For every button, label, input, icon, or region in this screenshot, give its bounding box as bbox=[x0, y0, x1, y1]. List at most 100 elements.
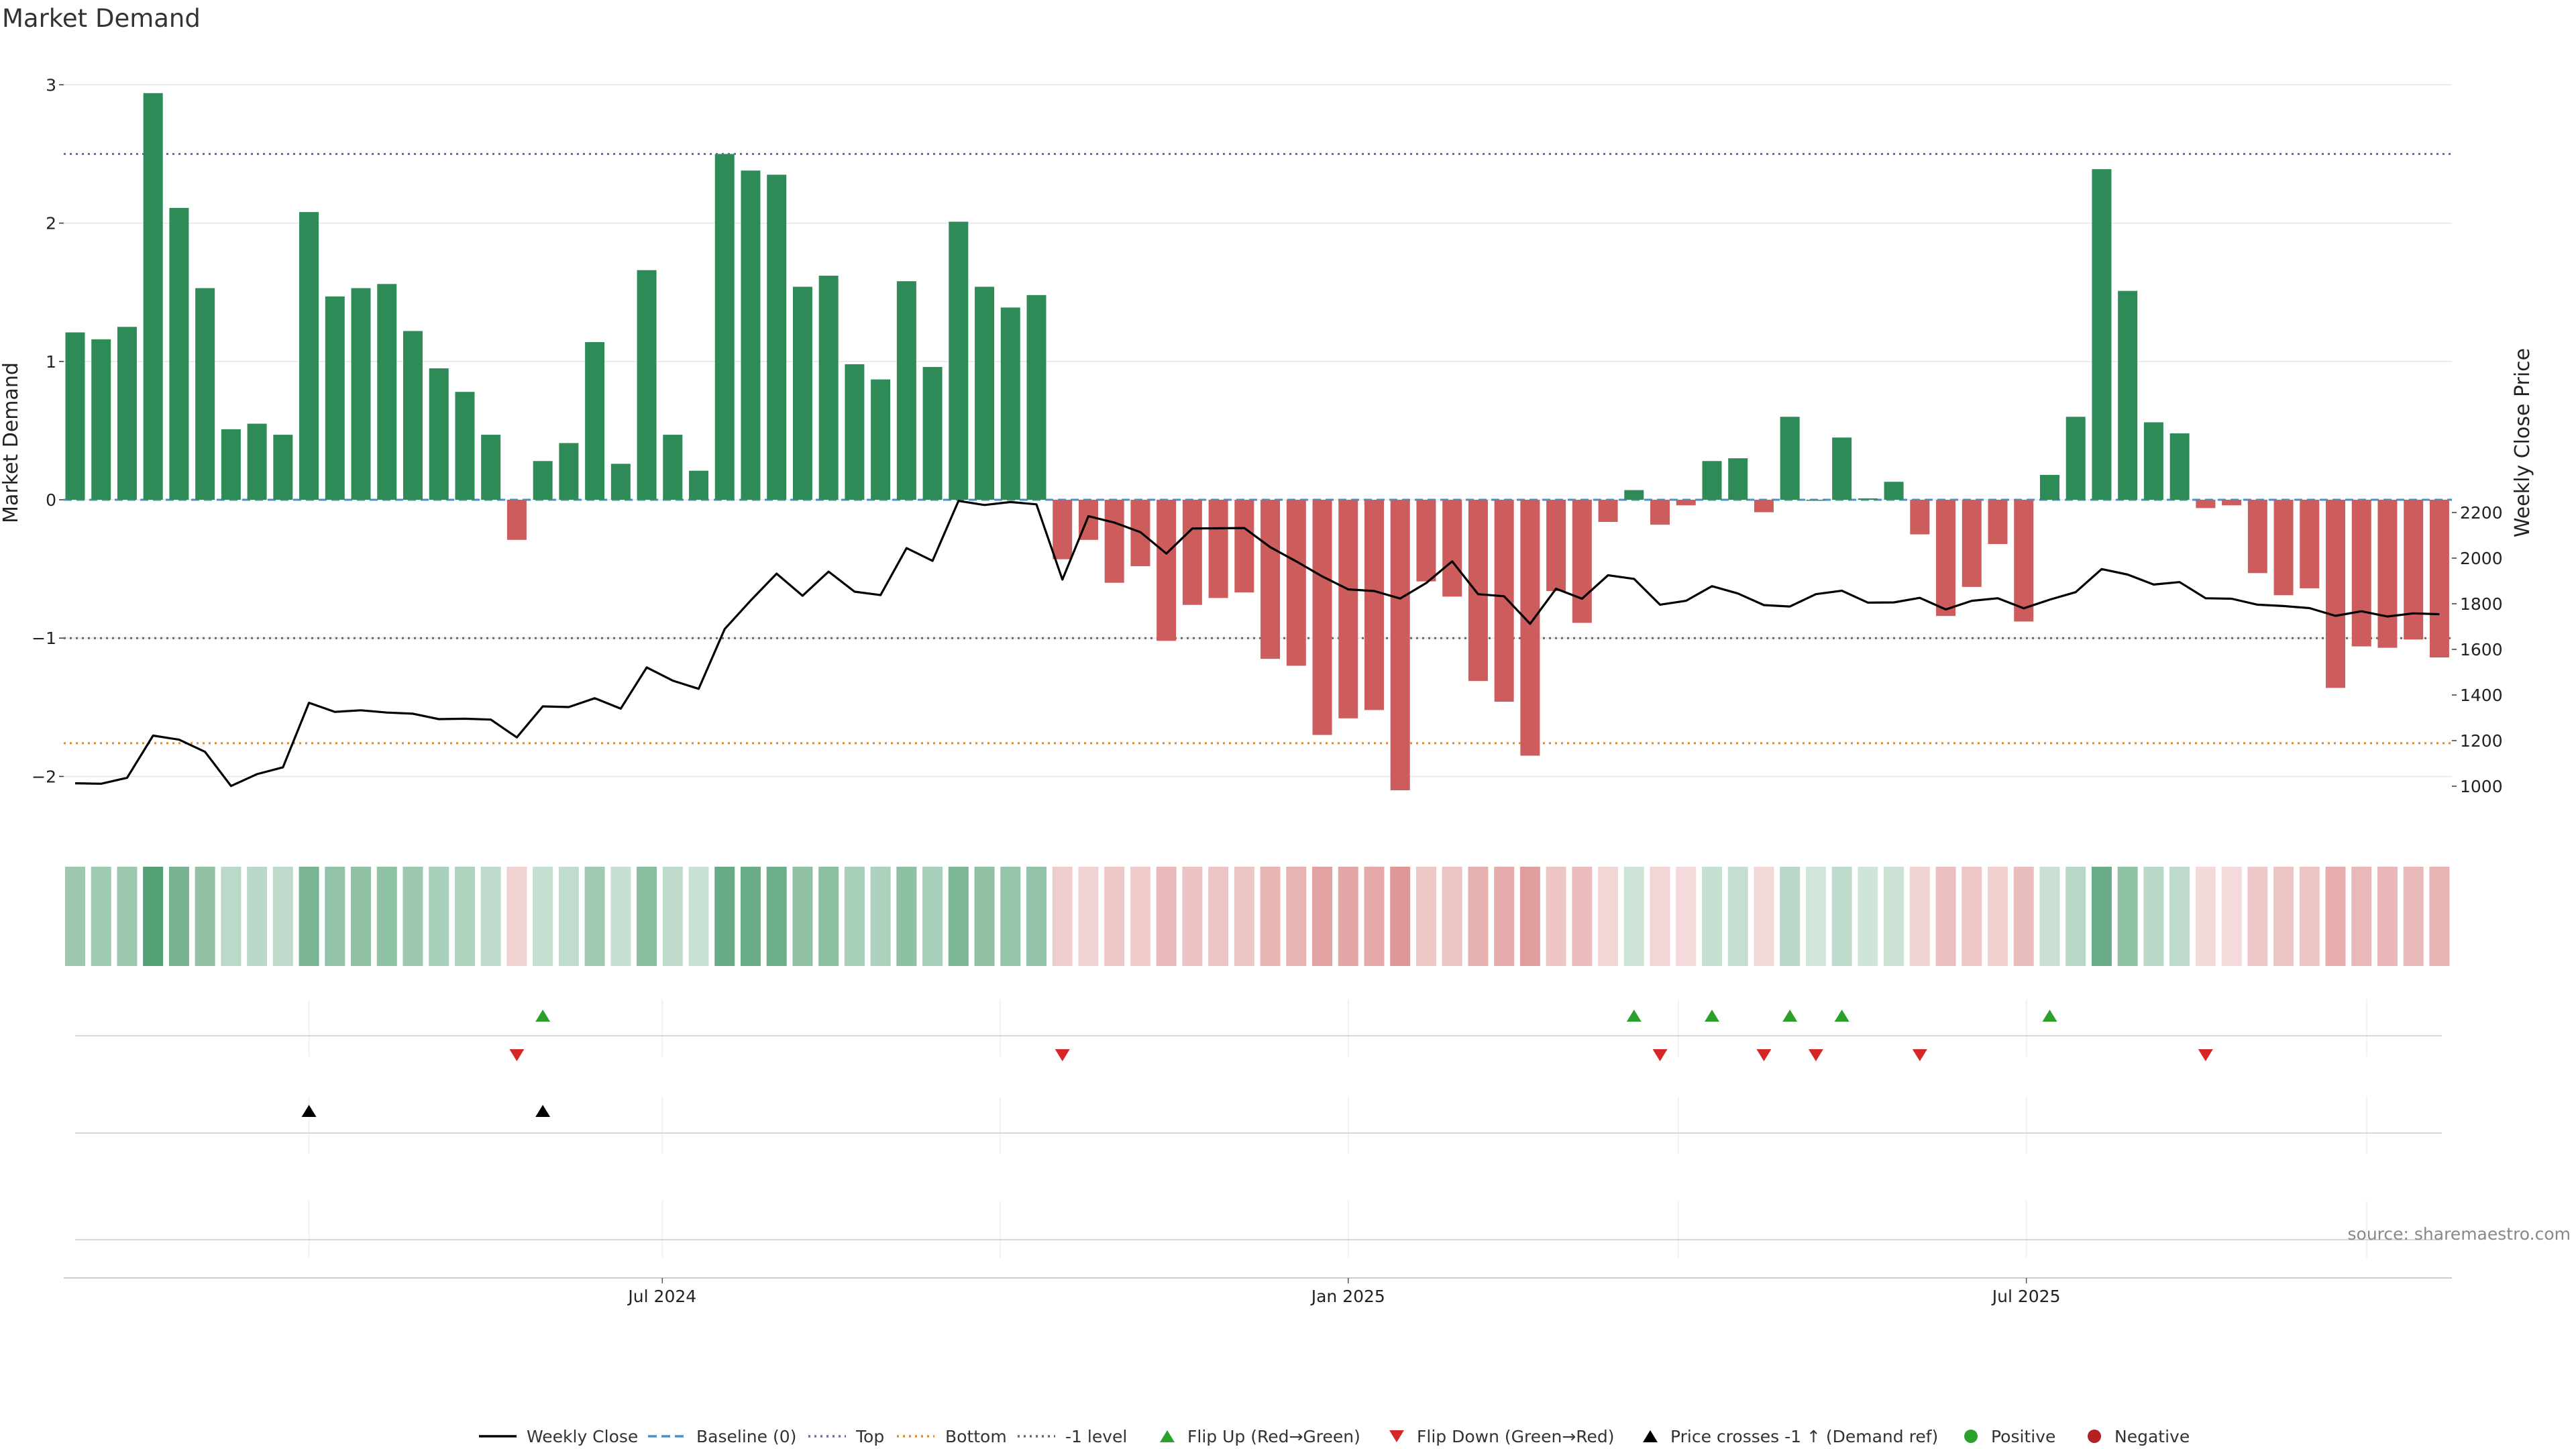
demand-bar bbox=[767, 174, 787, 500]
heat-cell bbox=[195, 867, 215, 966]
demand-bar bbox=[845, 364, 865, 500]
heat-cell bbox=[1415, 867, 1436, 966]
demand-bar bbox=[2429, 500, 2449, 658]
y-tick-label: −2 bbox=[32, 767, 56, 786]
demand-bar bbox=[1104, 500, 1124, 583]
heat-cell bbox=[922, 867, 943, 966]
demand-bar bbox=[2039, 474, 2059, 500]
heat-cell bbox=[1988, 867, 2008, 966]
legend-swatch bbox=[1643, 1430, 1658, 1442]
demand-bar bbox=[637, 270, 657, 500]
heat-cell bbox=[688, 867, 709, 966]
legend-label: Positive bbox=[1991, 1427, 2055, 1446]
flip-down-marker bbox=[1808, 1049, 1823, 1061]
demand-bar bbox=[143, 93, 163, 500]
heat-cell bbox=[272, 867, 293, 966]
heat-cell bbox=[480, 867, 501, 966]
heat-cell bbox=[1676, 867, 1697, 966]
heat-cell bbox=[637, 867, 657, 966]
heat-cell bbox=[402, 867, 423, 966]
heat-cell bbox=[351, 867, 372, 966]
demand-bar bbox=[1053, 500, 1073, 559]
heat-cell bbox=[1442, 867, 1462, 966]
heat-cell bbox=[1468, 867, 1489, 966]
y-tick-label: 1 bbox=[46, 352, 56, 372]
x-tick-label: Jul 2024 bbox=[627, 1287, 696, 1306]
heat-cell bbox=[1078, 867, 1099, 966]
demand-bar bbox=[325, 296, 345, 500]
demand-bar bbox=[429, 368, 449, 500]
heat-cell bbox=[1598, 867, 1619, 966]
heat-cell bbox=[2273, 867, 2294, 966]
demand-bar bbox=[1468, 500, 1488, 682]
demand-bar bbox=[1364, 500, 1384, 710]
demand-bar bbox=[1026, 294, 1046, 500]
demand-bar bbox=[1780, 417, 1800, 500]
demand-bar bbox=[2273, 500, 2294, 596]
heat-cell bbox=[221, 867, 241, 966]
heat-cell bbox=[1494, 867, 1515, 966]
y-axis-left: 3 2 1 0 −1 −2 bbox=[32, 75, 64, 786]
y2-tick-label: 1200 bbox=[2460, 731, 2503, 751]
heat-cell bbox=[2429, 867, 2450, 966]
heat-cell bbox=[1338, 867, 1358, 966]
heat-cell bbox=[1208, 867, 1229, 966]
legend-label: Bottom bbox=[945, 1427, 1007, 1446]
heat-cell bbox=[1805, 867, 1826, 966]
heat-cell bbox=[299, 867, 319, 966]
heat-cell bbox=[1754, 867, 1774, 966]
demand-bar bbox=[1520, 500, 1540, 756]
heat-cell bbox=[376, 867, 397, 966]
demand-bar bbox=[922, 367, 943, 500]
heat-cell bbox=[168, 867, 189, 966]
demand-bar bbox=[455, 392, 475, 500]
flip-down-marker bbox=[509, 1049, 525, 1061]
demand-bar bbox=[65, 332, 85, 500]
heat-cell bbox=[2091, 867, 2112, 966]
heat-cell bbox=[1935, 867, 1956, 966]
demand-bar bbox=[91, 339, 111, 500]
demand-bar bbox=[2143, 422, 2163, 500]
heat-cell bbox=[2377, 867, 2398, 966]
demand-bar bbox=[1390, 500, 1410, 791]
demand-bar bbox=[2196, 500, 2216, 508]
legend-swatch bbox=[1160, 1430, 1175, 1442]
flip-up-marker bbox=[1834, 1010, 1849, 1022]
demand-bar bbox=[1000, 307, 1020, 500]
heat-cell bbox=[1962, 867, 1982, 966]
heat-cell bbox=[533, 867, 553, 966]
demand-bar bbox=[247, 423, 267, 500]
heat-cell bbox=[2325, 867, 2346, 966]
demand-bars bbox=[65, 93, 2449, 791]
demand-bar bbox=[585, 341, 605, 500]
heat-cell bbox=[2247, 867, 2268, 966]
heat-cell bbox=[1130, 867, 1150, 966]
chart-title: Market Demand bbox=[2, 4, 201, 33]
legend-swatch bbox=[1964, 1430, 1978, 1443]
x-tick-label: Jul 2025 bbox=[1991, 1287, 2061, 1306]
demand-bar bbox=[714, 154, 735, 500]
heat-cell bbox=[65, 867, 85, 966]
demand-bar bbox=[299, 212, 319, 500]
demand-bar bbox=[533, 461, 553, 500]
heat-cell bbox=[91, 867, 111, 966]
y2-tick-label: 1000 bbox=[2460, 777, 2503, 796]
y2-axis-label: Weekly Close Price bbox=[2511, 348, 2534, 537]
heat-cell bbox=[974, 867, 995, 966]
demand-bar bbox=[1910, 500, 1930, 535]
flip-down-marker bbox=[1652, 1049, 1668, 1061]
heat-cell bbox=[1780, 867, 1801, 966]
heat-cell bbox=[143, 867, 164, 966]
legend-label: Flip Up (Red→Green) bbox=[1187, 1427, 1360, 1446]
demand-bar bbox=[1208, 500, 1228, 598]
y-axis-right: 2200 2000 1800 1600 1400 1200 1000 bbox=[2452, 503, 2503, 796]
heat-cell bbox=[844, 867, 865, 966]
heat-cell bbox=[1286, 867, 1307, 966]
flip-up-marker bbox=[1626, 1010, 1642, 1022]
heat-cell bbox=[1858, 867, 1878, 966]
demand-bar bbox=[2118, 290, 2138, 500]
heat-cell bbox=[766, 867, 787, 966]
y2-tick-label: 1800 bbox=[2460, 594, 2503, 614]
legend-label: Baseline (0) bbox=[696, 1427, 796, 1446]
